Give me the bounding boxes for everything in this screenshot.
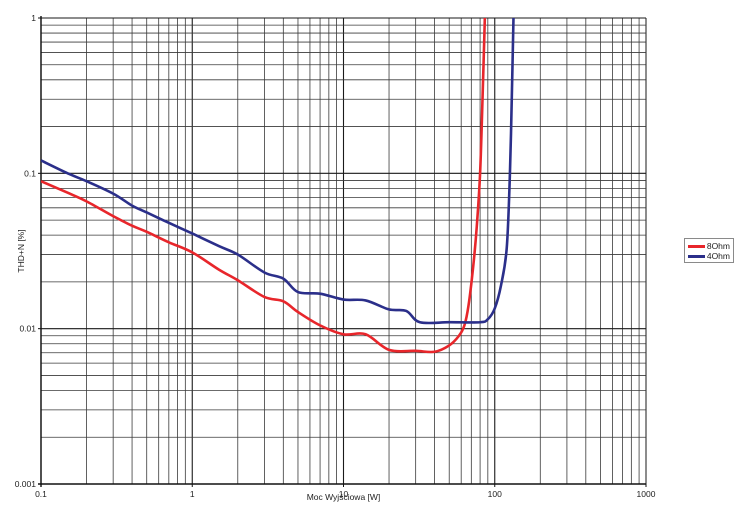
legend-item-8ohm: 8Ohm [688,241,730,251]
grid-lines [38,16,647,487]
legend-label-4ohm: 4Ohm [706,251,730,261]
series-line-8ohm [41,18,487,354]
x-tick-label: 1 [190,489,195,499]
y-tick-label: 0.01 [19,324,36,334]
y-tick-label: 1 [31,13,36,23]
data-series [41,18,515,354]
series-line-4ohm [41,18,515,325]
x-tick-label: 100 [488,489,502,499]
y-tick-label: 0.1 [24,168,36,178]
x-tick-label: 0.1 [35,489,47,499]
x-axis-title: Moc Wyjściowa [W] [307,492,381,502]
legend-swatch-8ohm [688,244,705,248]
y-tick-label: 0.001 [15,479,37,489]
legend-item-4ohm: 4Ohm [688,251,730,261]
axis-ticks: 0.1 1 10 100 1000 0.001 0.01 0.1 1 [15,13,656,499]
legend-swatch-4ohm [688,254,705,258]
x-tick-label: 10 [339,489,349,499]
x-tick-label: 1000 [637,489,656,499]
legend: 8Ohm 4Ohm [684,238,734,263]
legend-label-8ohm: 8Ohm [706,241,730,251]
y-axis-title: THD+N [%] [16,229,26,272]
